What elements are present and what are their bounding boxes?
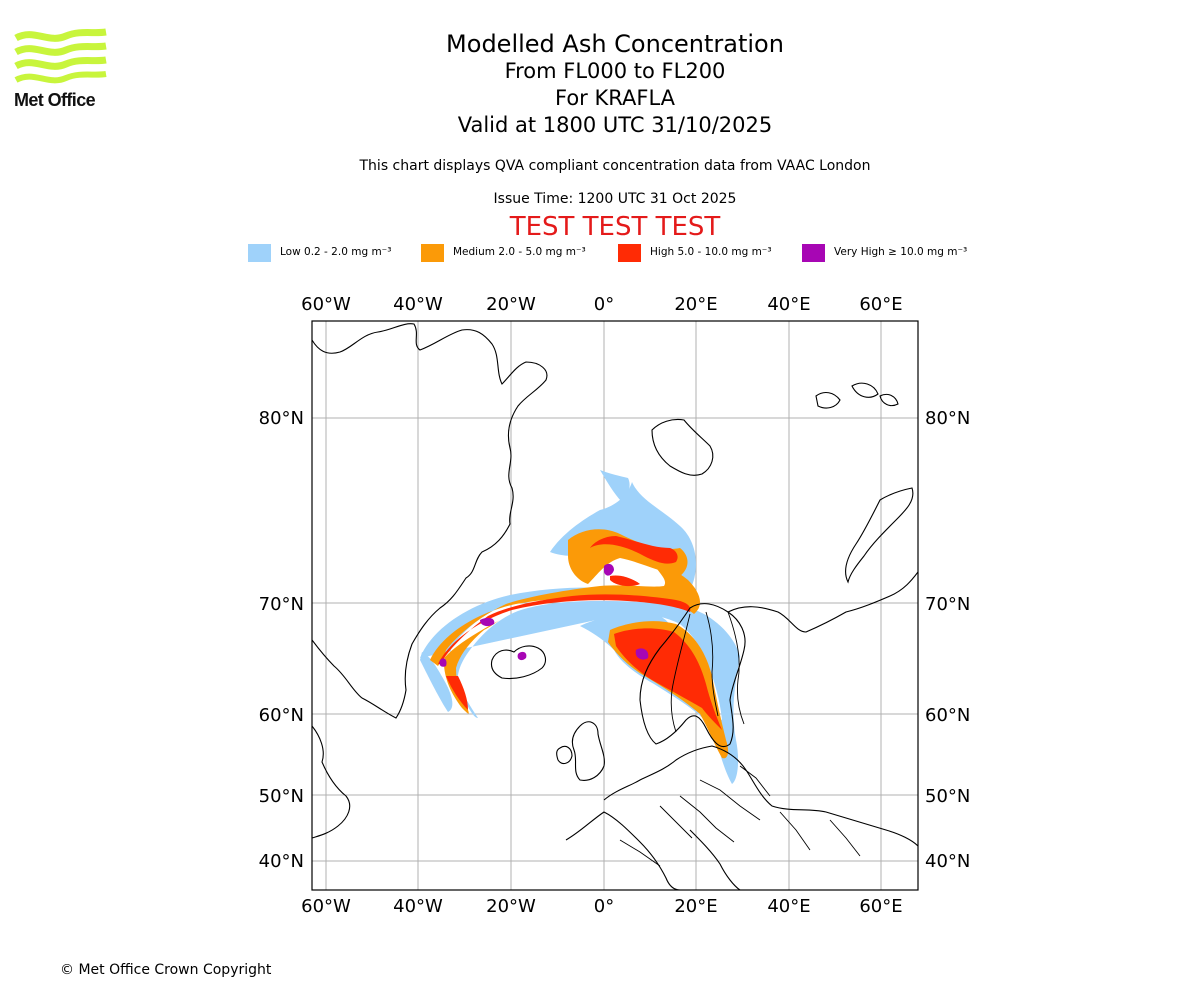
lon-tick-top-40e: 40°E: [767, 294, 810, 315]
lat-tick-right-40n: 40°N: [925, 851, 970, 872]
chart-title-block: Modelled Ash Concentration From FL000 to…: [315, 30, 915, 139]
lat-tick-left-40n: 40°N: [259, 851, 304, 872]
iceland-coast: [490, 645, 547, 680]
franz-josef-coast: [815, 382, 899, 409]
lat-tick-left-80n: 80°N: [259, 408, 304, 429]
issue-time: Issue Time: 1200 UTC 31 Oct 2025: [493, 191, 737, 207]
lon-tick-bottom-20e: 20°E: [674, 896, 717, 917]
lon-tick-bottom-60e: 60°E: [859, 896, 902, 917]
lon-tick-bottom-0: 0°: [594, 896, 614, 917]
met-office-logo: Met Office: [14, 28, 108, 114]
lon-tick-top-20w: 20°W: [486, 294, 536, 315]
canada-coast: [312, 725, 351, 839]
legend-label-low: Low 0.2 - 2.0 mg m⁻³: [280, 246, 392, 258]
svalbard-coast: [651, 418, 714, 476]
border-sweden-norway: [670, 613, 691, 733]
chart-title: Modelled Ash Concentration: [446, 30, 784, 58]
novaya-zemlya-coast: [845, 487, 914, 584]
country-borders: [619, 611, 861, 867]
copyright: © Met Office Crown Copyright: [60, 962, 272, 978]
legend-label-very-high: Very High ≥ 10.0 mg m⁻³: [834, 246, 968, 258]
lon-tick-top-60w: 60°W: [301, 294, 351, 315]
russia-north-coast: [727, 571, 918, 633]
legend-label-high: High 5.0 - 10.0 mg m⁻³: [650, 246, 772, 258]
coastlines: [312, 323, 918, 890]
lat-tick-right-50n: 50°N: [925, 786, 970, 807]
ash-very-high-region: [439, 563, 649, 667]
legend-swatch-medium: [421, 244, 444, 262]
flight-level-subtitle: From FL000 to FL200: [504, 59, 726, 83]
lon-tick-bottom-40w: 40°W: [393, 896, 443, 917]
border-europe-grid: [619, 765, 861, 867]
lat-tick-left-50n: 50°N: [259, 786, 304, 807]
british-isles-coast: [556, 721, 605, 781]
validity-subtitle: Valid at 1800 UTC 31/10/2025: [457, 113, 773, 137]
greenland-coast: [312, 323, 548, 719]
legend-swatch-very-high: [802, 244, 825, 262]
lat-tick-left-60n: 60°N: [259, 705, 304, 726]
lon-tick-bottom-40e: 40°E: [767, 896, 810, 917]
lon-tick-top-60e: 60°E: [859, 294, 902, 315]
lon-tick-top-20e: 20°E: [674, 294, 717, 315]
map-area: [312, 321, 918, 890]
lon-tick-top-0: 0°: [594, 294, 614, 315]
lat-tick-right-80n: 80°N: [925, 408, 970, 429]
logo-text: Met Office: [14, 90, 96, 110]
volcano-subtitle: For KRAFLA: [555, 86, 675, 110]
border-finland-russia: [727, 611, 745, 725]
lon-tick-top-40w: 40°W: [393, 294, 443, 315]
legend-label-medium: Medium 2.0 - 5.0 mg m⁻³: [453, 246, 586, 258]
legend-swatch-low: [248, 244, 271, 262]
lon-tick-bottom-20w: 20°W: [486, 896, 536, 917]
border-sweden-finland: [705, 611, 719, 717]
lat-tick-left-70n: 70°N: [259, 594, 304, 615]
lat-tick-right-60n: 60°N: [925, 705, 970, 726]
test-banner: TEST TEST TEST: [509, 212, 721, 242]
met-office-wave-icon: [14, 28, 107, 84]
lat-tick-right-70n: 70°N: [925, 594, 970, 615]
lon-tick-bottom-60w: 60°W: [301, 896, 351, 917]
map-frame: [311, 320, 919, 891]
chart-description: This chart displays QVA compliant concen…: [359, 158, 871, 174]
legend-swatch-high: [618, 244, 641, 262]
scandinavia-coast: [639, 603, 746, 748]
